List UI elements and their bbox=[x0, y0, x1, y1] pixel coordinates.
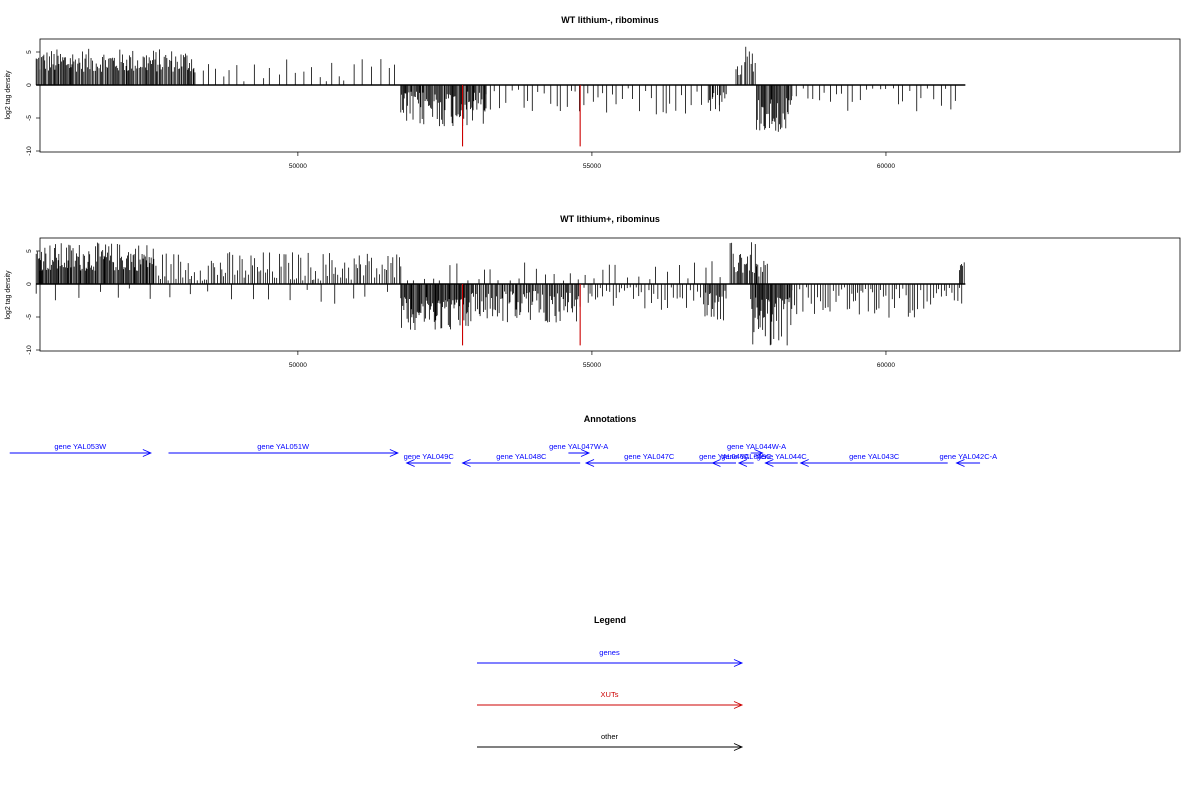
gene-label: gene YAL051W bbox=[257, 442, 310, 451]
gene-label: gene YAL049C bbox=[404, 452, 455, 461]
x-tick-label: 60000 bbox=[877, 362, 895, 369]
gene-arrow-head bbox=[711, 459, 721, 467]
gene-annotation: gene YAL043C bbox=[799, 452, 948, 467]
gene-label: gene YAL053W bbox=[54, 442, 107, 451]
legend-arrow-head bbox=[733, 743, 744, 751]
gene-arrow-head bbox=[799, 459, 809, 467]
gene-label: gene YAL045C bbox=[721, 452, 772, 461]
legend-items: genes XUTs other bbox=[477, 648, 744, 751]
legend-label: genes bbox=[599, 648, 620, 657]
axes: 50000 55000 60000 -10 -5 0 5 bbox=[26, 50, 895, 170]
x-tick-label: 50000 bbox=[289, 163, 307, 170]
y-tick-label: 0 bbox=[26, 83, 33, 87]
x-tick-label: 50000 bbox=[289, 362, 307, 369]
gene-arrow-head bbox=[764, 459, 774, 467]
annotations-title: Annotations bbox=[584, 414, 637, 424]
gene-label: gene YAL043C bbox=[849, 452, 900, 461]
gene-arrow-head bbox=[584, 459, 595, 467]
y-tick-label: -10 bbox=[26, 345, 33, 355]
panel-title: WT lithium-, ribominus bbox=[561, 15, 659, 25]
gene-arrow-head bbox=[405, 459, 415, 467]
gene-label: gene YAL046C bbox=[699, 452, 750, 461]
gene-label: gene YAL042C-A bbox=[939, 452, 997, 461]
legend-item: other bbox=[477, 732, 744, 751]
y-tick-label: -5 bbox=[26, 314, 33, 320]
plot-frame bbox=[39, 237, 1181, 352]
legend-item: genes bbox=[477, 648, 744, 667]
plot-frame bbox=[39, 38, 1181, 153]
gene-arrow-head bbox=[580, 449, 591, 457]
annotations-track: Annotations gene YAL053W gene YAL051Wgene… bbox=[9, 414, 997, 467]
x-tick-label: 55000 bbox=[583, 362, 601, 369]
gene-label: gene YAL047W-A bbox=[549, 442, 608, 451]
legend-arrow-head bbox=[733, 659, 744, 667]
gene-annotation: gene YAL048C bbox=[461, 452, 581, 467]
y-tick-label: -5 bbox=[26, 115, 33, 121]
gene-arrow-head bbox=[955, 459, 965, 467]
gene-label: gene YAL047C bbox=[624, 452, 675, 461]
gene-annotation: gene YAL047W-A bbox=[549, 442, 608, 457]
data-marks bbox=[35, 46, 966, 147]
gene-label: gene YAL044W-A bbox=[727, 442, 786, 451]
x-tick-label: 60000 bbox=[877, 163, 895, 170]
legend-label: other bbox=[601, 732, 619, 741]
panel-lithium-plus: WT lithium+, ribominus log2 tag density … bbox=[5, 214, 1181, 369]
gene-label: gene YAL044C bbox=[756, 452, 807, 461]
data-marks bbox=[35, 242, 966, 346]
gene-annotation: gene YAL045C bbox=[721, 452, 772, 467]
gene-annotation: gene YAL046C bbox=[699, 452, 750, 467]
panel-title: WT lithium+, ribominus bbox=[560, 214, 660, 224]
gene-arrow-head bbox=[389, 449, 399, 457]
gene-annotation: gene YAL042C-A bbox=[939, 452, 997, 467]
x-tick-label: 55000 bbox=[583, 163, 601, 170]
legend-item: XUTs bbox=[477, 690, 744, 709]
y-tick-label: 5 bbox=[26, 249, 33, 253]
y-tick-label: 0 bbox=[26, 282, 33, 286]
panel-lithium-minus: WT lithium-, ribominus log2 tag density … bbox=[5, 15, 1181, 170]
legend-label: XUTs bbox=[601, 690, 619, 699]
y-tick-label: -10 bbox=[26, 146, 33, 156]
gene-label: gene YAL048C bbox=[496, 452, 547, 461]
gene-arrow-head bbox=[754, 449, 764, 457]
gene-annotation: gene YAL044W-A bbox=[727, 442, 786, 457]
gene-arrow-head bbox=[737, 459, 748, 467]
legend: Legend genes XUTs other bbox=[477, 615, 744, 751]
gene-arrow-head bbox=[142, 449, 152, 457]
gene-arrows: gene YAL053W gene YAL051W gene YAL049C gene… bbox=[9, 442, 997, 467]
y-tick-label: 5 bbox=[26, 50, 33, 54]
gene-annotation: gene YAL053W bbox=[9, 442, 152, 457]
y-axis-label: log2 tag density bbox=[5, 270, 12, 320]
gene-annotation: gene YAL047C bbox=[584, 452, 713, 467]
gene-annotation: gene YAL051W bbox=[168, 442, 399, 457]
legend-title: Legend bbox=[594, 615, 626, 625]
gene-annotation: gene YAL049C bbox=[404, 452, 455, 467]
gene-arrow-head bbox=[461, 459, 471, 467]
y-axis-label: log2 tag density bbox=[5, 70, 12, 120]
legend-arrow-head bbox=[733, 701, 744, 709]
gene-annotation: gene YAL044C bbox=[756, 452, 807, 467]
axes: 50000 55000 60000 -10 -5 0 5 bbox=[26, 249, 895, 369]
